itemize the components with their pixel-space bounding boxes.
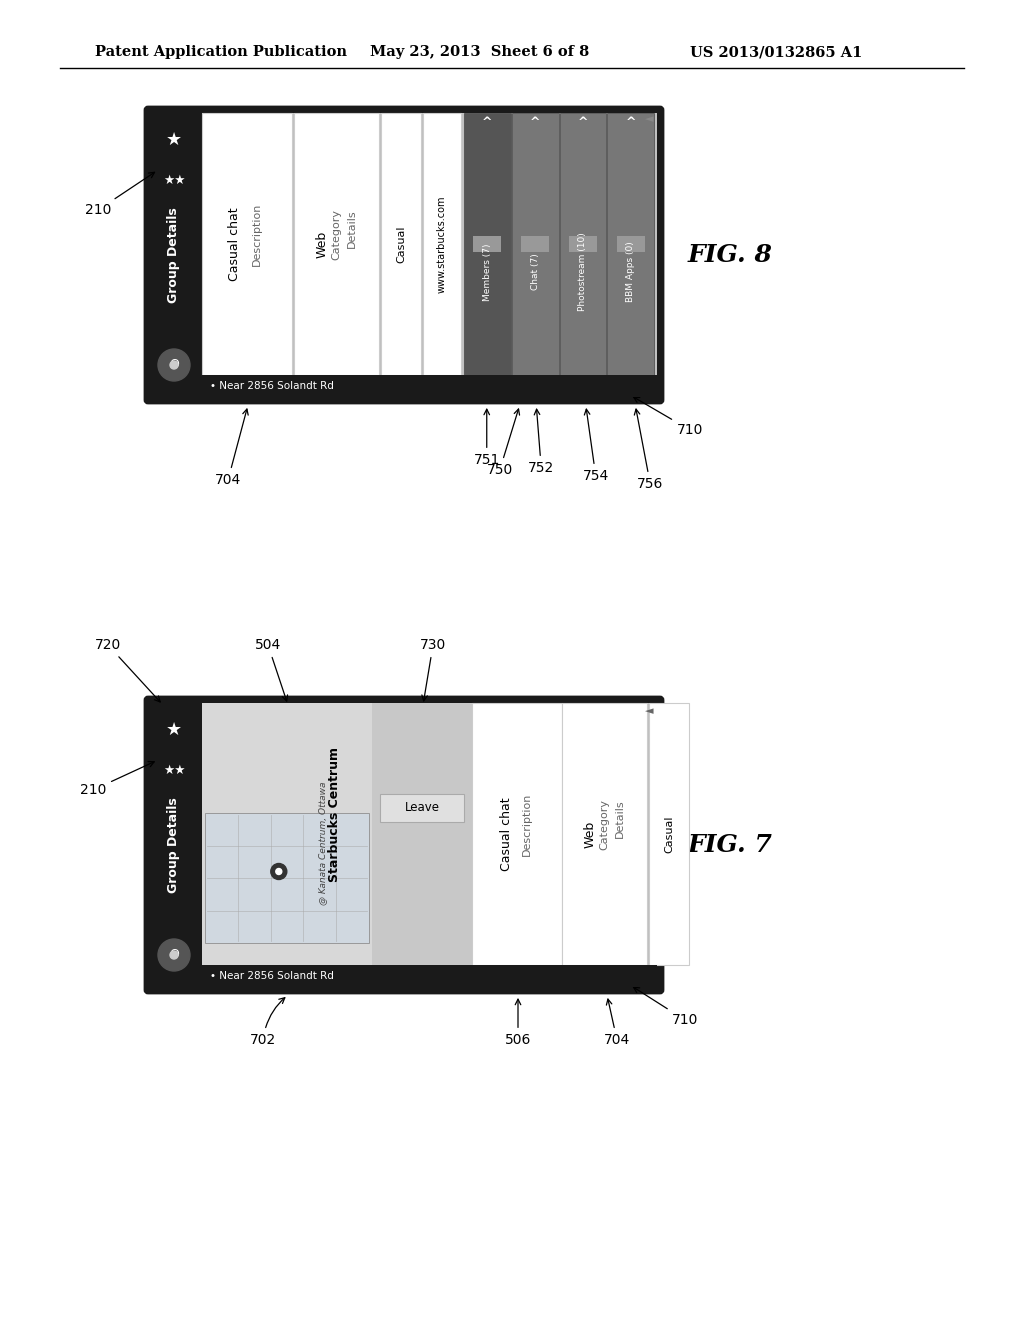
FancyBboxPatch shape (145, 107, 663, 403)
Circle shape (158, 348, 190, 381)
Text: Details: Details (346, 210, 356, 248)
Text: Casual: Casual (664, 816, 674, 853)
Bar (607, 114, 654, 375)
Bar (372, 704, 472, 965)
Text: FIG. 7: FIG. 7 (687, 833, 772, 857)
Bar (202, 965, 657, 987)
Text: Category: Category (332, 209, 341, 260)
Text: BBM Apps (0): BBM Apps (0) (626, 242, 635, 302)
Text: 750: 750 (486, 409, 519, 477)
Bar (464, 114, 511, 375)
Bar (521, 236, 549, 252)
Bar (380, 793, 464, 822)
Text: ◄: ◄ (645, 114, 653, 124)
Text: ★: ★ (166, 721, 182, 739)
Bar (423, 114, 461, 375)
Circle shape (158, 939, 190, 972)
Bar (205, 813, 369, 942)
Bar (562, 704, 647, 965)
Text: Group Details: Group Details (168, 207, 180, 302)
Text: 710: 710 (634, 397, 703, 437)
Text: www.starbucks.com: www.starbucks.com (437, 195, 447, 293)
Text: Description: Description (252, 202, 262, 265)
Text: 210: 210 (85, 173, 155, 216)
Circle shape (170, 950, 178, 960)
Bar (202, 114, 657, 397)
Bar (202, 375, 657, 397)
Text: ^: ^ (482, 116, 493, 129)
Text: 730: 730 (420, 638, 446, 701)
Text: 754: 754 (583, 409, 609, 483)
Text: Web: Web (584, 820, 597, 847)
Text: 704: 704 (604, 999, 630, 1047)
FancyBboxPatch shape (145, 697, 663, 993)
Text: US 2013/0132865 A1: US 2013/0132865 A1 (690, 45, 862, 59)
Text: 210: 210 (80, 762, 155, 797)
Text: ★★: ★★ (163, 173, 185, 186)
Text: Casual chat: Casual chat (228, 207, 242, 281)
Text: 710: 710 (634, 987, 698, 1027)
Bar (649, 704, 689, 965)
Text: Group Details: Group Details (168, 797, 180, 892)
Text: Details: Details (614, 800, 625, 838)
Bar (616, 236, 645, 252)
Text: Photostream (10): Photostream (10) (579, 232, 588, 312)
Bar (559, 114, 606, 375)
Text: Casual chat: Casual chat (501, 797, 513, 871)
Text: ^: ^ (529, 116, 541, 129)
Bar (202, 114, 292, 375)
Bar (202, 704, 657, 987)
Text: Members (7): Members (7) (483, 243, 492, 301)
Text: ^: ^ (578, 116, 588, 129)
Text: 704: 704 (215, 409, 248, 487)
Text: • Near 2856 Solandt Rd: • Near 2856 Solandt Rd (210, 381, 334, 391)
Text: FIG. 8: FIG. 8 (687, 243, 772, 267)
Text: Casual: Casual (396, 226, 406, 263)
Bar (202, 704, 372, 965)
Text: ★: ★ (166, 131, 182, 149)
Circle shape (170, 360, 178, 370)
Text: Chat (7): Chat (7) (530, 253, 540, 290)
Text: O: O (169, 359, 179, 371)
Bar (294, 114, 379, 375)
Text: 506: 506 (505, 999, 531, 1047)
Bar (473, 236, 502, 252)
Text: 752: 752 (528, 409, 554, 475)
Text: ^: ^ (626, 116, 636, 129)
Bar (512, 114, 558, 375)
Bar (381, 114, 421, 375)
Text: May 23, 2013  Sheet 6 of 8: May 23, 2013 Sheet 6 of 8 (370, 45, 589, 59)
Text: @ Kanata Centrum, Ottawa: @ Kanata Centrum, Ottawa (318, 781, 327, 904)
Text: 751: 751 (473, 409, 500, 467)
Text: 504: 504 (255, 638, 288, 701)
Text: Description: Description (522, 792, 532, 855)
Text: ◄: ◄ (645, 706, 653, 715)
Text: 720: 720 (95, 638, 160, 702)
Text: • Near 2856 Solandt Rd: • Near 2856 Solandt Rd (210, 972, 334, 981)
Circle shape (275, 869, 282, 874)
Bar (569, 236, 597, 252)
Text: Patent Application Publication: Patent Application Publication (95, 45, 347, 59)
Text: 756: 756 (634, 409, 664, 491)
Text: Category: Category (599, 799, 609, 850)
Text: ★★: ★★ (163, 763, 185, 776)
Circle shape (270, 863, 287, 879)
Bar (472, 704, 562, 965)
Text: 702: 702 (250, 998, 285, 1047)
Text: O: O (169, 949, 179, 961)
Text: Web: Web (316, 231, 329, 257)
Text: Starbucks Centrum: Starbucks Centrum (328, 747, 341, 883)
Text: Leave: Leave (404, 801, 439, 814)
